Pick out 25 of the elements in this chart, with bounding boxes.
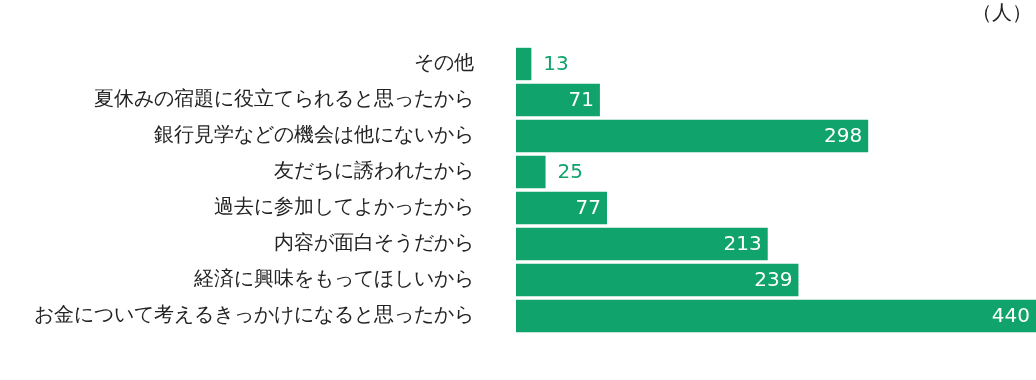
y-tick-label: お金について考えるきっかけになると思ったから: [34, 302, 474, 327]
data-label: 239: [754, 267, 793, 292]
data-label: 298: [823, 123, 863, 148]
bar: [516, 119, 869, 153]
y-tick-label: その他: [414, 50, 474, 75]
data-label: 213: [723, 231, 762, 256]
y-tick-label: 経済に興味をもってほしいから: [193, 266, 474, 291]
bar: [516, 263, 799, 297]
data-label: 25: [557, 159, 583, 184]
data-label: 77: [575, 195, 601, 220]
text: （人）: [972, 0, 1032, 25]
bar: [516, 155, 546, 189]
data-label: 71: [568, 87, 594, 112]
bar: [516, 227, 768, 261]
bar: [516, 83, 600, 117]
y-tick-label: 友だちに誘われたから: [274, 158, 474, 183]
data-label: 440: [991, 303, 1030, 328]
y-tick-label: 内容が面白そうだから: [274, 230, 474, 255]
y-tick-label: 過去に参加してよかったから: [214, 194, 474, 219]
data-label: 13: [543, 51, 569, 76]
bar: [516, 191, 607, 225]
bar: [516, 299, 1036, 333]
y-tick-label: 夏休みの宿題に役立てられると思ったから: [94, 86, 474, 111]
bar: [516, 47, 532, 81]
y-tick-label: 銀行見学などの機会は他にないから: [154, 122, 474, 147]
